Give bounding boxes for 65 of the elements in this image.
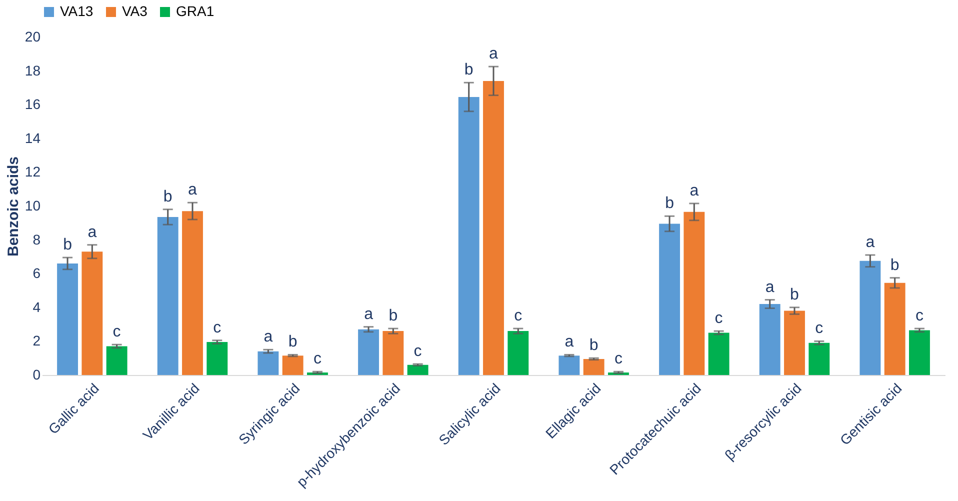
bar bbox=[759, 304, 780, 375]
data-label: b bbox=[63, 236, 72, 254]
y-tick-label: 14 bbox=[24, 130, 41, 146]
bar bbox=[884, 282, 906, 375]
data-label: b bbox=[388, 308, 398, 325]
y-tick-label: 20 bbox=[24, 28, 41, 44]
y-tick-label: 8 bbox=[32, 231, 41, 248]
data-label: c bbox=[112, 324, 121, 341]
data-label: a bbox=[88, 224, 97, 241]
data-label: a bbox=[364, 306, 374, 323]
data-label: b bbox=[288, 334, 298, 351]
bar bbox=[157, 216, 178, 375]
bar bbox=[258, 351, 279, 375]
bar bbox=[282, 356, 304, 375]
data-label: b bbox=[464, 62, 474, 79]
bar bbox=[182, 211, 203, 375]
data-label: c bbox=[213, 319, 222, 336]
y-axis-title: Benzoic acids bbox=[4, 156, 22, 257]
data-label: c bbox=[313, 350, 322, 368]
y-tick-label: 2 bbox=[32, 332, 41, 349]
y-tick-label: 0 bbox=[32, 366, 41, 382]
bar bbox=[583, 358, 604, 375]
data-label: c bbox=[414, 343, 422, 360]
bar bbox=[82, 252, 103, 375]
y-tick-label: 18 bbox=[24, 62, 41, 78]
y-tick-label: 6 bbox=[32, 265, 41, 282]
data-label: c bbox=[815, 320, 824, 338]
bar bbox=[106, 346, 128, 375]
y-tick-label: 12 bbox=[24, 164, 41, 180]
bar bbox=[407, 364, 428, 375]
data-label: b bbox=[665, 195, 674, 212]
legend-label: VA3 bbox=[122, 3, 148, 19]
y-tick-label: 4 bbox=[32, 298, 41, 315]
data-label: a bbox=[765, 278, 774, 296]
bar bbox=[382, 331, 404, 375]
data-label: b bbox=[790, 286, 800, 304]
data-label: b bbox=[589, 337, 598, 354]
bar bbox=[57, 263, 78, 375]
legend-label: GRA1 bbox=[176, 3, 214, 19]
data-label: a bbox=[690, 182, 699, 200]
data-label: a bbox=[866, 234, 875, 252]
data-label: c bbox=[714, 310, 723, 328]
bar bbox=[860, 260, 881, 375]
bar bbox=[659, 224, 680, 375]
y-tick-label: 16 bbox=[24, 96, 41, 112]
bar bbox=[708, 332, 730, 375]
bar bbox=[483, 80, 504, 375]
bar bbox=[808, 342, 830, 375]
data-label: c bbox=[514, 308, 522, 325]
y-tick-label: 10 bbox=[24, 198, 41, 214]
data-label: a bbox=[188, 182, 198, 199]
bar bbox=[684, 212, 705, 375]
bar bbox=[558, 356, 580, 375]
data-label: a bbox=[264, 328, 273, 346]
data-label: b bbox=[890, 256, 900, 274]
bar bbox=[458, 96, 480, 375]
bar bbox=[206, 342, 228, 375]
bar bbox=[784, 310, 805, 375]
legend-label: VA13 bbox=[60, 3, 94, 19]
data-label: b bbox=[163, 188, 172, 206]
data-label: c bbox=[915, 308, 924, 325]
data-label: a bbox=[564, 334, 574, 351]
bar bbox=[508, 331, 529, 375]
data-label: c bbox=[614, 350, 622, 368]
data-label: a bbox=[489, 46, 498, 63]
